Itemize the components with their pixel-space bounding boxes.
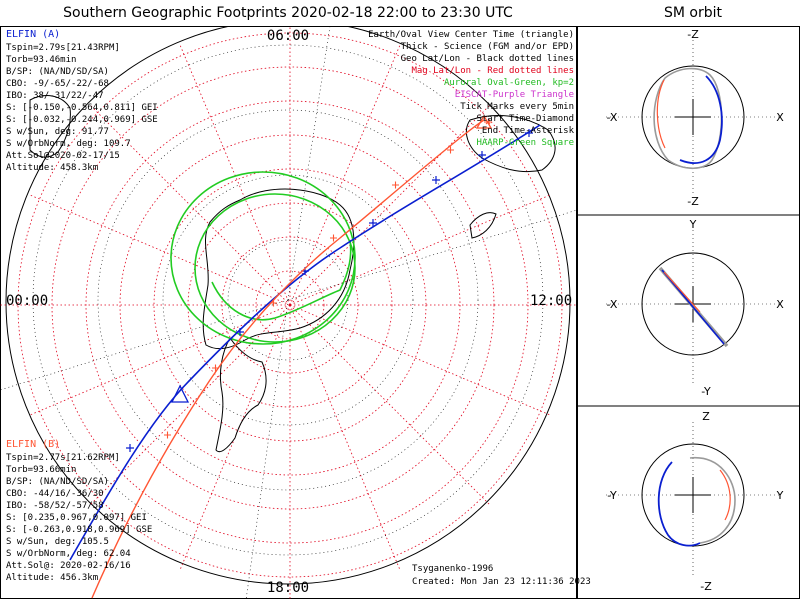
elfin-a-line: IBO: 38/-31/22/-47	[6, 91, 104, 101]
legend-item: Start Time-Diamond	[476, 114, 574, 124]
elfin-b-track	[91, 119, 485, 599]
orbit2-left-label: -X	[607, 298, 618, 311]
elfin-a-line: Altitude: 458.3km	[6, 163, 98, 173]
legend: Earth/Oval View Center Time (triangle) Th…	[368, 30, 574, 148]
elfin-a-view-center	[170, 384, 190, 403]
elfin-b-line: CBO: -44/16/-36/30	[6, 489, 104, 499]
elfin-b-line: S: [0.235,0.967,0.097] GEI	[6, 513, 147, 523]
hour-label-right: 12:00	[530, 293, 572, 309]
elfin-b-lines: Tspin=2.77s[21.62RPM] Torb=93.66min B/SP: …	[6, 453, 152, 583]
legend-item: End Time-Asterisk	[482, 126, 575, 136]
elfin-b-line: IBO: -58/52/-57/58	[6, 501, 104, 511]
earth-limb	[5, 26, 571, 585]
africa-coast	[29, 95, 71, 158]
legend-item: Auroral Oval-Green, kp=2	[444, 78, 574, 88]
elfin-b-info: ELFIN (B) Tspin=2.77s[21.62RPM] Torb=93.6…	[6, 439, 152, 583]
orbit2-bottom-label: -Y	[701, 385, 711, 398]
antarctica-coast	[202, 188, 355, 350]
orbit-panels: -Z -Z -X X Y -Y -X X	[606, 28, 784, 593]
auroral-oval	[170, 171, 356, 345]
elfin-a-line: Att.Sol@2020-02-17/15	[6, 151, 120, 161]
elfin-b-line: Torb=93.66min	[6, 465, 76, 475]
legend-item: HAARP-Green Square	[476, 138, 574, 148]
elfin-b-end-asterisk	[484, 119, 492, 125]
orbit1-left-label: -X	[607, 111, 618, 124]
orbit-panel-xy: Y -Y -X X	[606, 218, 784, 398]
orbit1-right-label: X	[776, 111, 784, 124]
figure-title: Southern Geographic Footprints 2020-02-1…	[63, 5, 513, 21]
hour-label-top: 06:00	[267, 28, 309, 44]
orbit2-right-label: X	[776, 298, 784, 311]
elfin-a-line: S: [-0.032,-0.244,0.969] GSE	[6, 115, 158, 125]
elfin-b-ticks	[164, 146, 454, 439]
elfin-a-line: B/SP: (NA/ND/SD/SA)	[6, 67, 109, 77]
hour-label-left: 00:00	[6, 293, 48, 309]
elfin-b-line: Att.Sol@: 2020-02-16/16	[6, 561, 131, 571]
elfin-a-info: ELFIN (A) Tspin=2.79s[21.43RPM] Torb=93.4…	[6, 29, 158, 173]
orbit2-top-label: Y	[689, 218, 697, 231]
elfin-a-title: ELFIN (A)	[6, 29, 60, 40]
legend-item: Mag Lat/Lon - Red dotted lines	[411, 66, 574, 76]
australia-coast	[466, 114, 556, 173]
orbit3-right-label: Y	[776, 489, 784, 502]
elfin-b-line: B/SP: (NA/ND/SD/SA)	[6, 477, 109, 487]
elfin-a-line: Tspin=2.79s[21.43RPM]	[6, 43, 120, 53]
elfin-a-line: CBO: -9/-65/-22/-68	[6, 79, 109, 89]
elfin-a-line: S: [-0.150,-0.564,0.811] GEI	[6, 103, 158, 113]
elfin-b-line: S: [-0.263,0.918,0.969] GSE	[6, 525, 152, 535]
model-label: Tsyganenko-1996	[412, 564, 493, 574]
elfin-a-track	[69, 124, 541, 561]
elfin-b-line: S w/Sun, deg: 105.5	[6, 537, 109, 547]
legend-item: Tick Marks every 5min	[460, 102, 574, 112]
south-america-coast	[215, 337, 267, 453]
orbit3-left-label: -Y	[607, 489, 617, 502]
orbit-title: SM orbit	[664, 5, 723, 21]
elfin-b-line: Altitude: 456.3km	[6, 573, 98, 583]
elfin-a-line: S w/Sun, deg: 91.77	[6, 127, 109, 137]
elfin-a-line: Torb=93.46min	[6, 55, 76, 65]
orbit-panel-yz: Z -Z -Y Y	[606, 410, 784, 593]
legend-item: Thick - Science (FGM and/or EPD)	[401, 42, 574, 52]
legend-item: Earth/Oval View Center Time (triangle)	[368, 30, 574, 40]
elfin-a-lines: Tspin=2.79s[21.43RPM] Torb=93.46min B/SP: …	[6, 43, 158, 173]
elfin-b-title: ELFIN (B)	[6, 439, 60, 450]
new-zealand-coast	[469, 212, 497, 239]
elfin-a-line: S w/OrbNorm, deg: 109.7	[6, 139, 131, 149]
created-label: Created: Mon Jan 23 12:11:36 2023	[412, 577, 591, 587]
polar-map	[0, 26, 577, 600]
hour-label-bottom: 18:00	[267, 580, 309, 596]
orbit1-top-label: -Z	[687, 28, 699, 41]
orbit-panel-xz: -Z -Z -X X	[606, 28, 784, 208]
legend-item: Geo Lat/Lon - Black dotted lines	[401, 54, 574, 64]
orbit3-top-label: Z	[702, 410, 710, 423]
elfin-b-line: Tspin=2.77s[21.62RPM]	[6, 453, 120, 463]
elfin-b-line: S w/OrbNorm, deg: 62.04	[6, 549, 131, 559]
legend-item: EISCAT-Purple Triangle	[455, 90, 574, 100]
map-frame	[0, 26, 577, 599]
orbit1-bottom-label: -Z	[687, 195, 699, 208]
orbit3-bottom-label: -Z	[700, 580, 712, 593]
elfin-a-ticks	[126, 129, 533, 452]
